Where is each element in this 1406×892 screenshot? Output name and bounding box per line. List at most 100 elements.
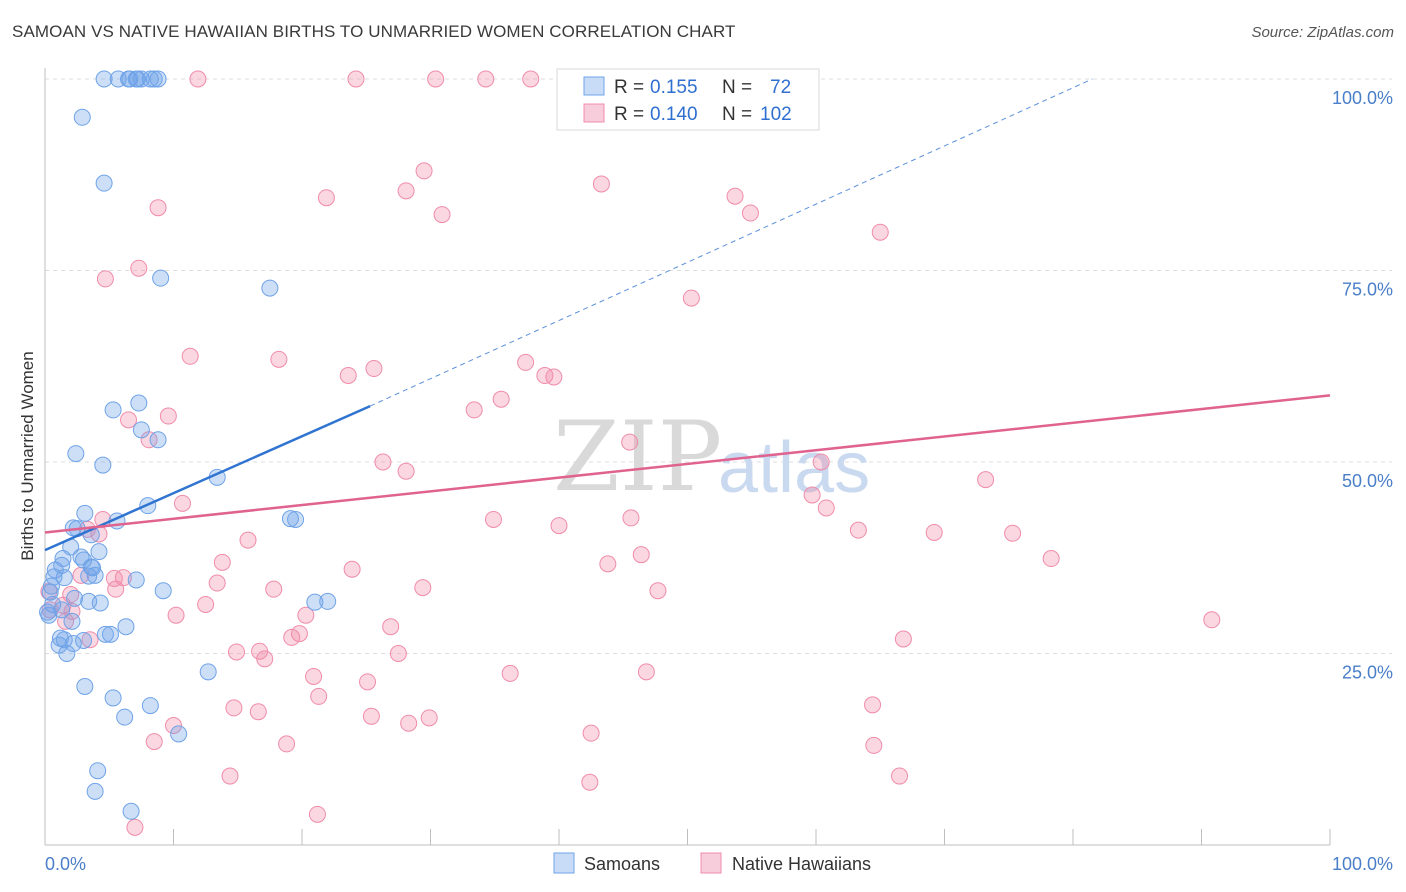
samoan-point: [90, 543, 108, 561]
series-samoans: [39, 70, 337, 820]
hawaiian-point: [581, 773, 599, 791]
hawaiian-point: [362, 707, 380, 725]
hawaiian-point: [130, 259, 148, 277]
samoan-point: [130, 394, 148, 412]
hawaiian-point: [317, 189, 335, 207]
hawaiian-point: [389, 645, 407, 662]
samoan-point: [40, 606, 58, 624]
hawaiian-point: [120, 411, 138, 429]
samoan-point: [72, 548, 90, 566]
samoan-point: [86, 782, 104, 800]
hawaiian-point: [365, 360, 383, 378]
watermark-atlas: atlas: [718, 428, 870, 508]
hawaiian-point: [682, 289, 700, 307]
legend-n-value-hawaiians: 102: [760, 104, 792, 125]
samoan-point: [67, 445, 85, 463]
samoan-point: [76, 677, 94, 695]
legend-swatch-samoans: [583, 76, 605, 96]
hawaiian-point: [649, 582, 667, 600]
y-tick-labels: 25.0% 50.0% 75.0% 100.0%: [1332, 88, 1393, 683]
hawaiian-point: [81, 631, 99, 649]
hawaiian-point: [865, 736, 883, 754]
source-credit: Source: ZipAtlas.com: [1251, 24, 1394, 41]
hawaiian-point: [400, 714, 418, 732]
hawaiian-point: [812, 453, 830, 471]
hawaiian-point: [305, 667, 323, 685]
samoan-point: [104, 689, 122, 707]
hawaiian-point: [741, 204, 759, 222]
legend-r-value-samoans: 0.155: [650, 77, 698, 98]
samoan-point: [109, 70, 127, 88]
hawaiian-point: [622, 509, 640, 527]
samoan-point: [104, 401, 122, 419]
samoan-point: [116, 708, 134, 726]
hawaiian-point: [270, 350, 288, 368]
hawaiian-point: [165, 717, 182, 735]
hawaiian-point: [637, 663, 655, 681]
axes: [44, 68, 1331, 846]
hawaiian-point: [465, 401, 483, 419]
samoan-point: [73, 108, 91, 126]
hawaiian-point: [221, 767, 239, 785]
legend-bottom-swatch-samoans: [553, 852, 575, 874]
hawaiian-point: [265, 580, 283, 598]
hawaiian-point: [397, 462, 415, 480]
y-tick-label: 25.0%: [1342, 663, 1393, 683]
hawaiian-point: [359, 673, 377, 691]
hawaiian-point: [249, 703, 267, 721]
legend-n-label: N =: [722, 104, 752, 125]
hawaiian-point: [621, 433, 639, 451]
hawaiian-point: [382, 618, 400, 636]
samoan-point: [127, 571, 145, 589]
hawaiian-point: [871, 223, 889, 241]
samoan-point: [281, 510, 299, 528]
hawaiian-point: [849, 521, 867, 539]
samoan-point: [141, 697, 159, 715]
hawaiian-point: [107, 580, 125, 598]
legend-n-value-samoans: 72: [770, 77, 791, 98]
y-tick-label: 75.0%: [1342, 280, 1393, 300]
hawaiian-point: [208, 574, 226, 592]
hawaiian-point: [181, 347, 199, 365]
watermark-zip: ZIP: [553, 401, 722, 513]
hawaiian-point: [726, 187, 744, 205]
hawaiian-point: [492, 390, 510, 408]
hawaiian-point: [290, 625, 308, 643]
hawaiian-point: [297, 606, 315, 624]
y-axis-label: Births to Unmarried Women: [18, 351, 37, 560]
samoan-point: [102, 625, 120, 643]
hawaiian-point: [925, 523, 943, 541]
hawaiian-point: [1042, 550, 1060, 568]
hawaiian-point: [550, 517, 568, 535]
hawaiian-point: [339, 366, 357, 384]
hawaiian-point: [536, 366, 554, 384]
hawaiian-point: [582, 724, 600, 742]
samoan-point: [199, 663, 217, 681]
hawaiian-point: [592, 175, 610, 193]
samoan-point: [154, 582, 172, 600]
y-tick-label: 50.0%: [1342, 471, 1393, 491]
samoan-point: [117, 618, 135, 636]
hawaiian-point: [414, 579, 432, 597]
hawaiian-point: [343, 560, 361, 578]
hawaiian-point: [213, 553, 231, 571]
y-tick-label: 100.0%: [1332, 88, 1393, 108]
samoan-point: [89, 762, 107, 780]
samoan-point: [55, 569, 73, 587]
x-tick-label: 0.0%: [45, 854, 86, 874]
samoan-point: [58, 645, 76, 662]
hawaiian-point: [149, 199, 167, 217]
trend-lines: [44, 78, 1331, 552]
legend-bottom-swatch-hawaiians: [700, 852, 722, 874]
samoan-point: [306, 593, 324, 611]
hawaiian-point: [197, 595, 215, 613]
series-legend: Samoans Native Hawaiians: [553, 852, 871, 874]
samoan-point: [53, 601, 71, 619]
hawaiian-point: [891, 767, 909, 785]
samoan-point: [55, 631, 73, 649]
hawaiian-point: [310, 687, 328, 705]
samoan-point: [95, 174, 113, 192]
samoan-point: [75, 631, 93, 649]
hawaiian-point: [427, 70, 445, 88]
